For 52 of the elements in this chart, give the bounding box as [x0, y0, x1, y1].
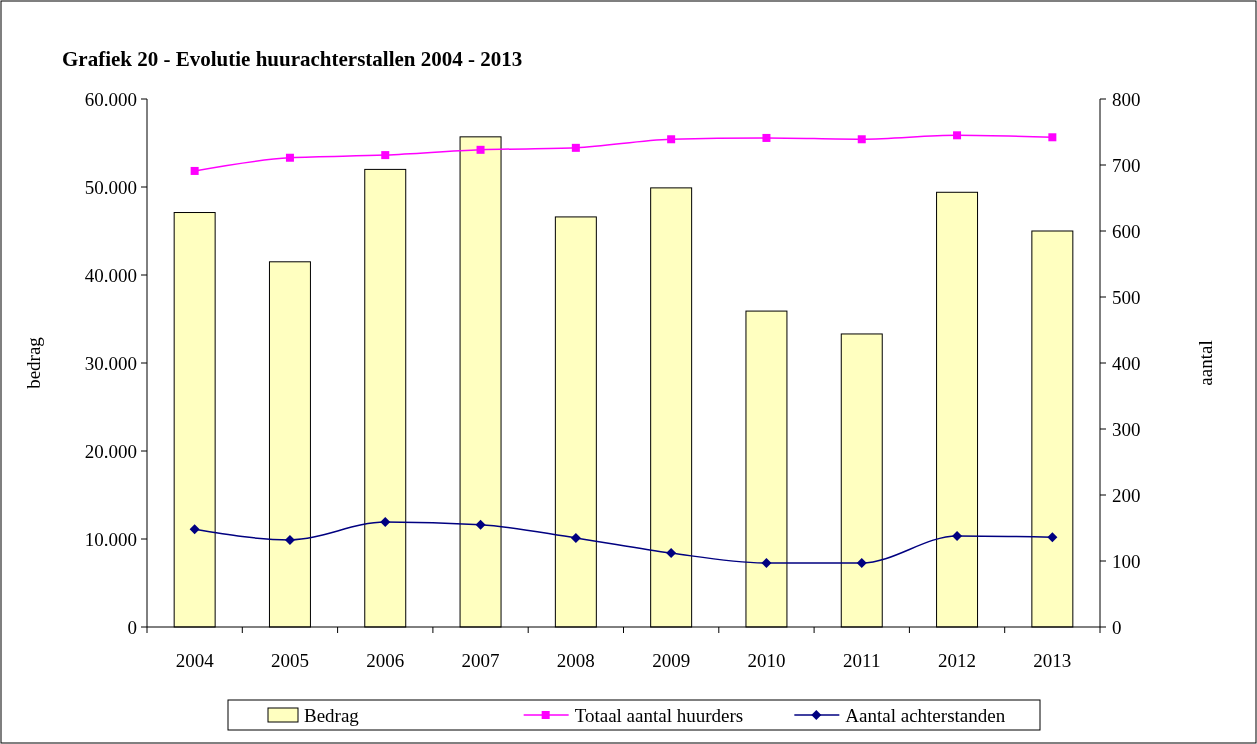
legend-label: Totaal aantal huurders: [574, 704, 744, 726]
point: [190, 166, 199, 175]
point: [475, 519, 486, 530]
y-tick-label: 0: [127, 616, 137, 638]
y-tick-label: 60.000: [84, 88, 137, 110]
y2-tick-label: 200: [1112, 484, 1141, 506]
y2-tick-label: 300: [1112, 418, 1141, 440]
point: [952, 530, 963, 541]
point: [1048, 133, 1057, 142]
y2-tick-label: 0: [1112, 616, 1122, 638]
point: [856, 557, 867, 568]
y-tick-label: 40.000: [84, 264, 137, 286]
point: [1047, 532, 1058, 543]
y2-tick-label: 600: [1112, 220, 1141, 242]
point: [570, 532, 581, 543]
legend-label: Aantal achterstanden: [845, 704, 1006, 726]
x-tick-label: 2011: [843, 650, 881, 671]
y2-tick-label: 400: [1112, 352, 1141, 374]
point: [284, 534, 295, 545]
point: [953, 131, 962, 140]
y2-tick-label: 100: [1112, 550, 1141, 572]
y-tick-label: 30.000: [84, 352, 137, 374]
point: [762, 133, 771, 142]
point: [380, 517, 391, 528]
y-tick-label: 20.000: [84, 440, 137, 462]
point: [285, 153, 294, 162]
x-tick-label: 2004: [175, 650, 215, 671]
y-tick-label: 10.000: [84, 528, 137, 550]
point: [476, 145, 485, 154]
y2-axis-title: aantal: [1195, 340, 1216, 386]
point: [761, 557, 772, 568]
chart-title: Grafiek 20 - Evolutie huurachterstallen 2004 - 2013: [62, 47, 523, 71]
point: [857, 135, 866, 144]
x-tick-label: 2008: [556, 650, 595, 671]
y2-tick-label: 500: [1112, 286, 1141, 308]
y2-tick-label: 700: [1112, 154, 1141, 176]
y-axis-title: bedrag: [23, 336, 44, 389]
point: [666, 548, 677, 559]
point: [571, 143, 580, 152]
x-tick-label: 2012: [938, 650, 977, 671]
point: [667, 135, 676, 144]
x-tick-label: 2005: [270, 650, 309, 671]
point: [381, 151, 390, 160]
x-tick-label: 2013: [1033, 650, 1072, 671]
x-tick-label: 2009: [652, 650, 691, 671]
x-tick-label: 2010: [747, 650, 786, 671]
point: [189, 524, 200, 535]
x-tick-label: 2006: [366, 650, 405, 671]
x-tick-label: 2007: [461, 650, 500, 671]
y-tick-label: 50.000: [84, 176, 137, 198]
y2-tick-label: 800: [1112, 88, 1141, 110]
legend-label: Bedrag: [304, 704, 360, 726]
